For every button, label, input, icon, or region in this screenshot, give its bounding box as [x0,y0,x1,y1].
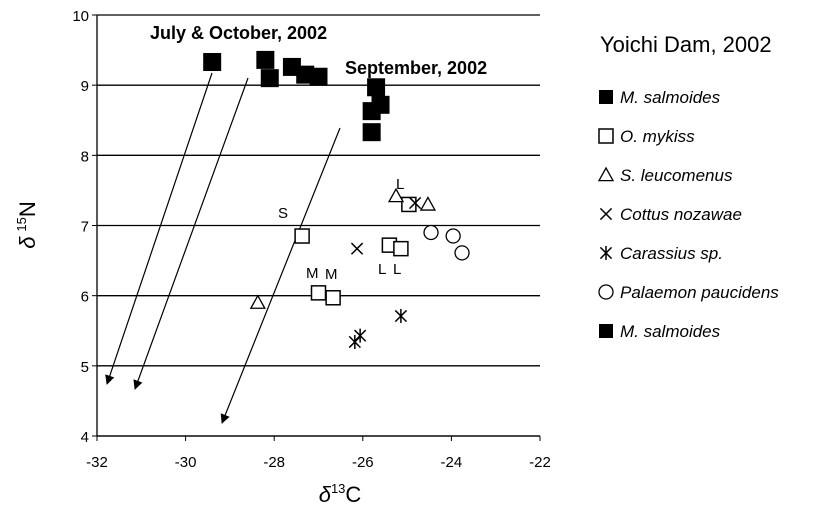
y-tick-label: 9 [81,78,89,95]
y-label-symbol: δ [15,236,40,249]
point [260,69,279,88]
legend-label: S. leucomenus [620,166,733,185]
y-tick-label: 4 [81,429,89,446]
y-axis-label: δ 15N [14,201,40,249]
point [394,309,408,324]
x-tick-label: -30 [175,454,197,471]
arrow [133,77,249,390]
annotation: M [306,265,319,282]
point [350,242,364,255]
point [454,245,470,261]
point [354,328,367,343]
y-tick-label: 6 [81,289,89,306]
legend-marker [598,128,614,144]
x-axis-label: δ13C [319,481,362,507]
point [445,228,461,244]
annotation: September, 2002 [345,58,487,78]
y-label-sup: 15 [14,217,29,231]
legend-marker [599,246,613,260]
point [203,53,222,72]
legend-label: M. salmoides [620,322,721,341]
legend-label: O. mykiss [620,127,695,146]
legend-label: M. salmoides [620,88,721,107]
arrow [220,127,341,424]
x-tick-label: -22 [529,454,551,471]
point [362,102,381,121]
y-tick-label: 10 [72,8,89,25]
y-tick-label: 7 [81,219,89,236]
point [387,187,405,203]
annotation: L [378,261,386,278]
annotation: L [396,176,404,193]
x-tick-label: -28 [263,454,285,471]
legend-marker [599,324,613,338]
point [249,294,266,309]
arrows [105,72,341,424]
legend-marker [599,207,613,221]
x-label-text: C [345,482,361,507]
annotation: July & October, 2002 [150,23,327,43]
point [423,224,439,241]
legend-label: Cottus nozawae [620,205,742,224]
legend-marker [598,284,614,300]
legend-label: Carassius sp. [620,244,723,263]
point [294,228,310,244]
point [310,285,327,301]
x-tick-label: -24 [441,454,463,471]
annotation: L [393,261,401,278]
x-label-sup: 13 [331,481,345,496]
y-tick-label: 5 [81,359,89,376]
x-tick-label: -26 [352,454,374,471]
legend-marker [599,90,613,104]
point [367,78,386,97]
point [256,50,275,69]
point [309,67,328,86]
y-label-text: N [15,201,40,217]
arrow [105,72,213,385]
x-label-symbol: δ [319,482,332,507]
x-tick-label: -32 [86,454,108,471]
legend-label: Palaemon paucidens [620,283,779,302]
point [362,123,381,142]
annotation: S [278,205,288,222]
annotation: M [325,266,338,283]
point [325,290,341,306]
y-tick-label: 8 [81,148,89,165]
legend-marker [597,166,615,182]
point [393,240,409,257]
chart-title: Yoichi Dam, 2002 [600,32,772,57]
point [419,196,437,211]
point [408,196,422,210]
